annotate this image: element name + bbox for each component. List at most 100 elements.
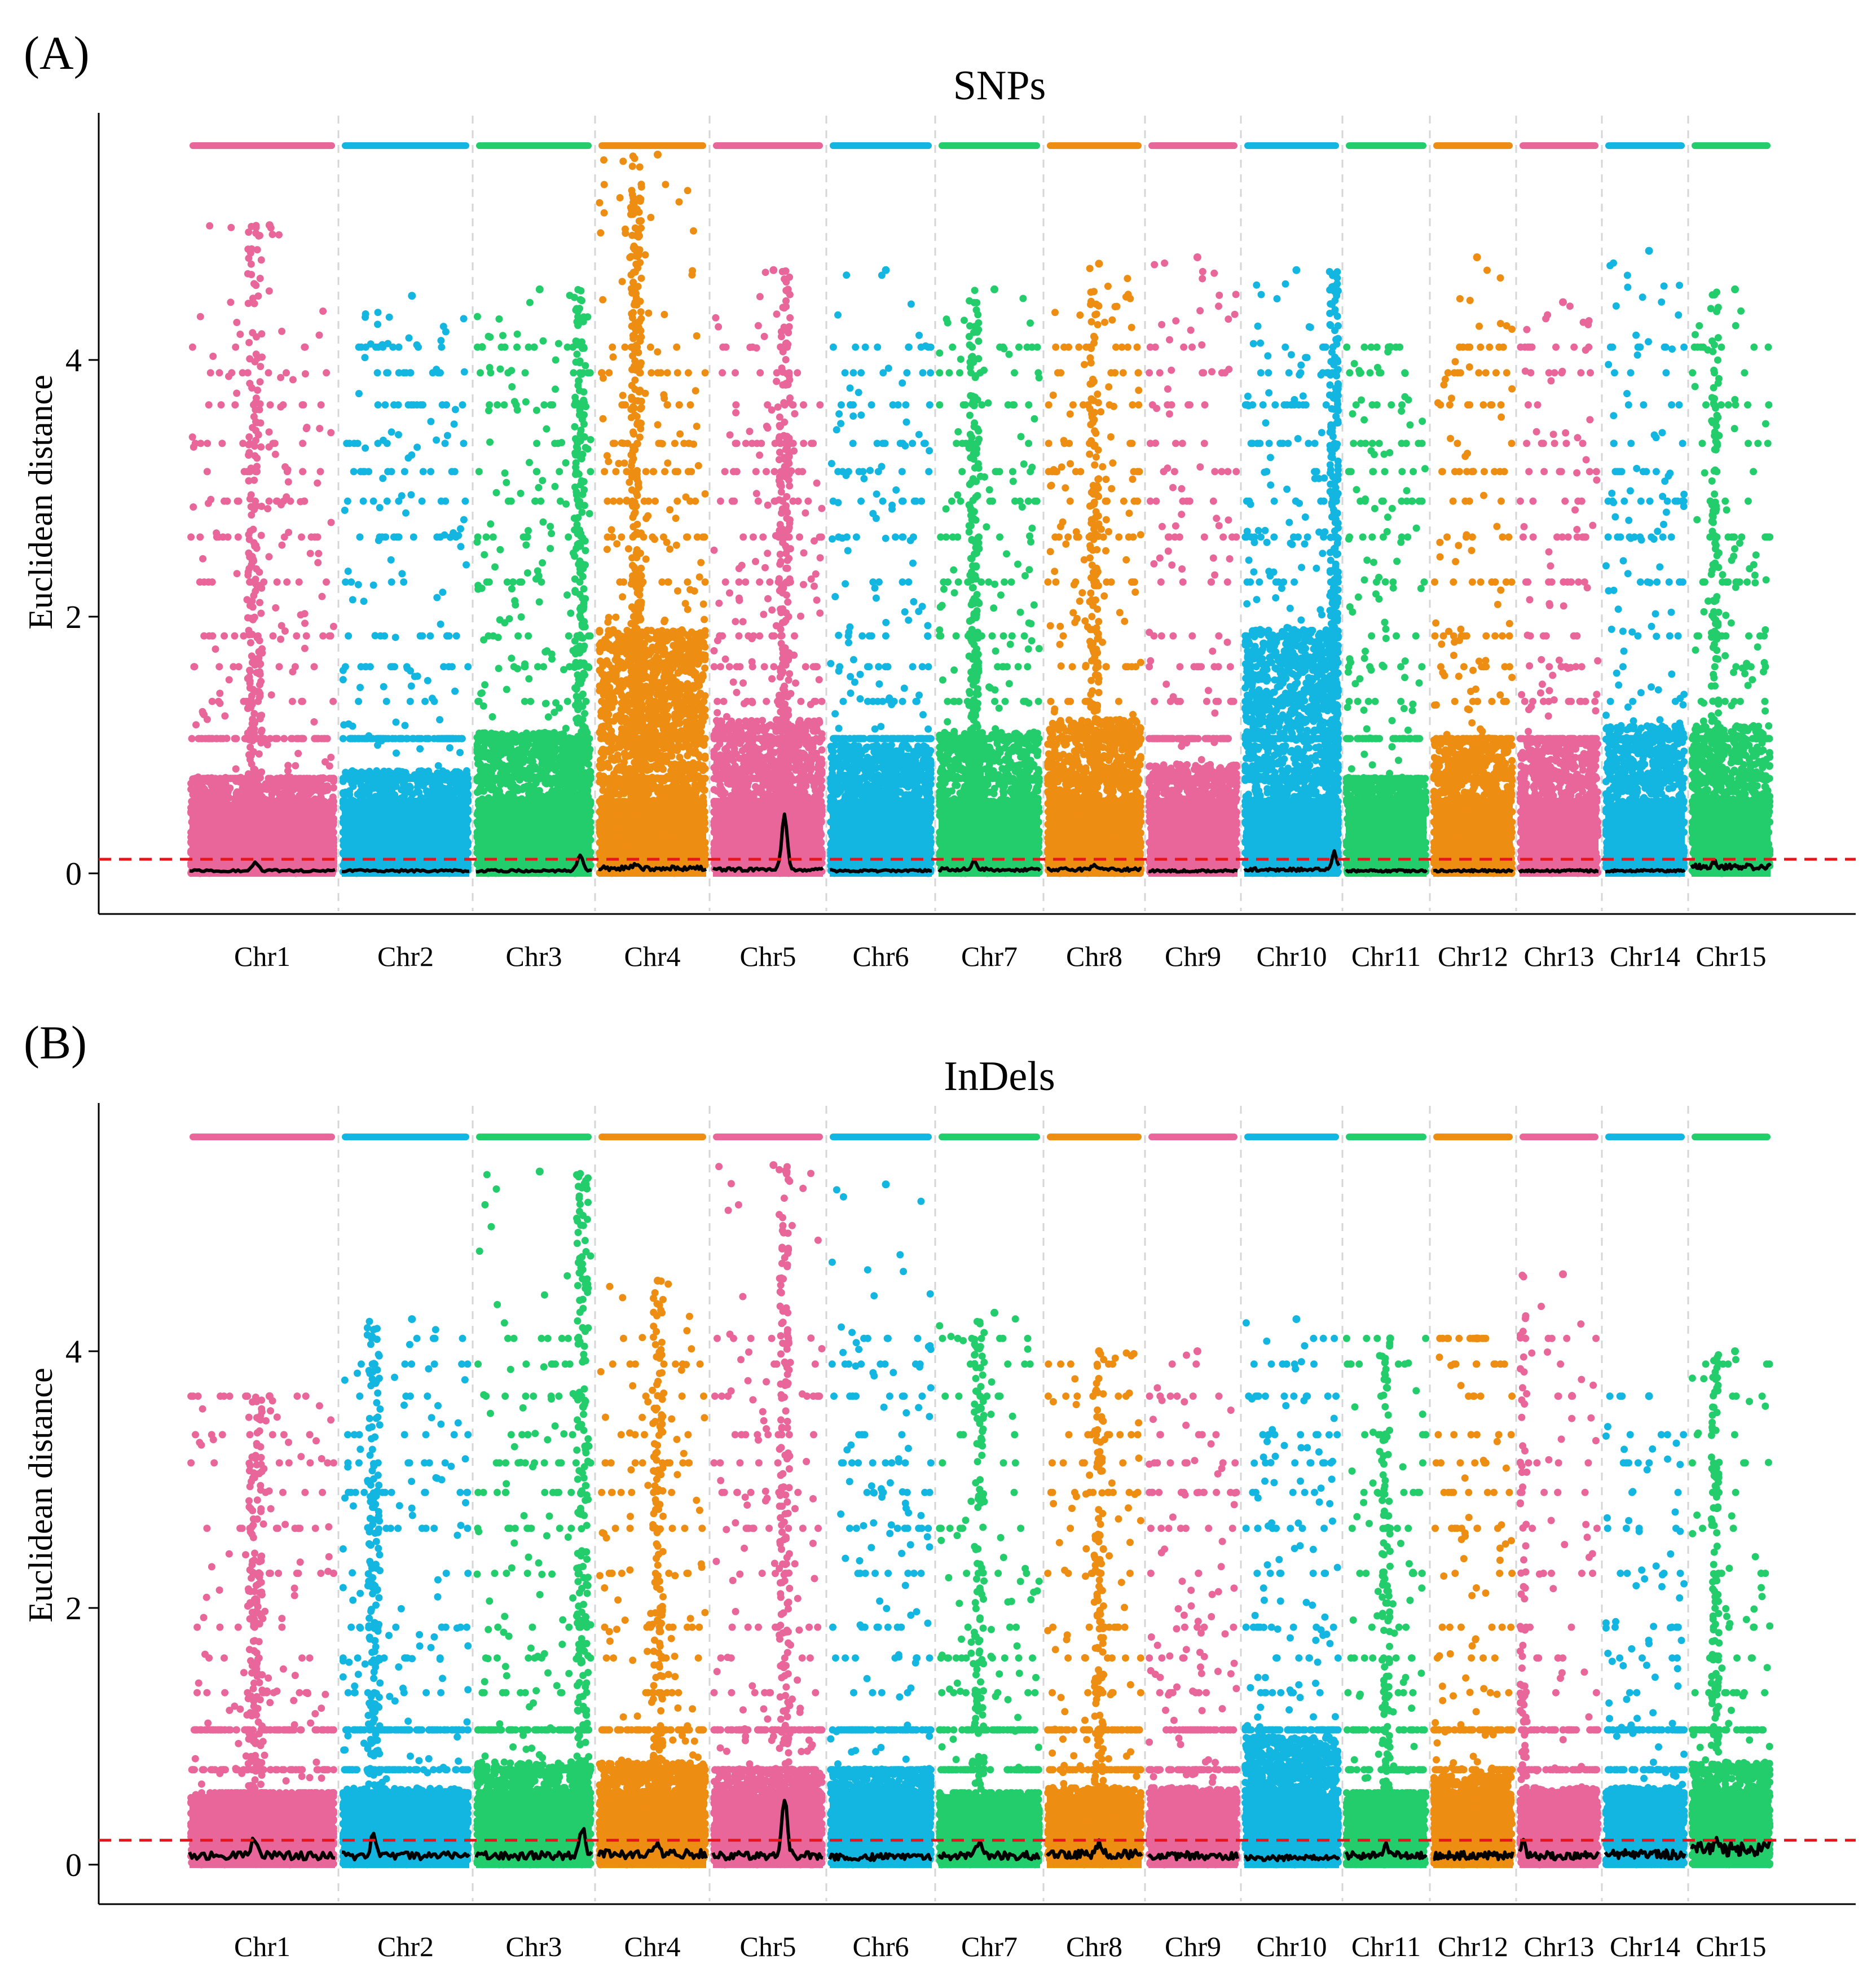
- data-point: [389, 343, 397, 351]
- data-point: [457, 525, 464, 533]
- data-point: [448, 773, 456, 780]
- data-point: [302, 425, 310, 433]
- data-point: [236, 331, 244, 338]
- data-point: [323, 578, 330, 586]
- data-point: [250, 784, 258, 792]
- data-point: [314, 808, 322, 816]
- data-point: [339, 803, 347, 811]
- data-point: [250, 442, 258, 450]
- data-point: [422, 828, 430, 836]
- data-point: [274, 735, 281, 742]
- data-point: [252, 580, 259, 588]
- data-point: [254, 431, 262, 439]
- data-point: [256, 406, 263, 414]
- data-point: [357, 663, 365, 671]
- data-point: [322, 812, 330, 820]
- data-point: [444, 789, 452, 797]
- data-point: [398, 570, 406, 578]
- data-point: [359, 497, 367, 505]
- data-point: [253, 419, 261, 427]
- data-point: [325, 632, 333, 640]
- data-point: [439, 323, 447, 331]
- data-point: [265, 497, 273, 505]
- data-point: [243, 843, 251, 851]
- data-point: [232, 765, 240, 773]
- data-point: [246, 726, 254, 733]
- data-point: [216, 841, 224, 849]
- data-point: [408, 862, 416, 869]
- top-band-chr1: [190, 142, 335, 150]
- data-point: [292, 850, 300, 858]
- data-point: [329, 849, 337, 857]
- data-point: [235, 805, 243, 813]
- data-point: [246, 639, 254, 647]
- data-point: [441, 440, 449, 447]
- data-point: [314, 559, 322, 566]
- data-point: [196, 313, 204, 320]
- data-point: [273, 578, 281, 586]
- data-point: [286, 784, 294, 792]
- data-point: [227, 298, 235, 306]
- data-point: [278, 818, 286, 826]
- data-point: [463, 561, 470, 569]
- data-point: [383, 497, 391, 505]
- data-point: [256, 661, 264, 669]
- data-points: [187, 142, 1774, 877]
- data-point: [227, 223, 235, 231]
- data-point: [284, 767, 292, 775]
- data-point: [283, 578, 291, 586]
- data-point: [433, 804, 441, 812]
- data-point: [284, 762, 292, 770]
- data-point: [250, 557, 258, 565]
- data-point: [389, 735, 397, 742]
- data-point: [381, 632, 389, 640]
- data-point: [188, 433, 196, 441]
- data-point: [324, 803, 332, 811]
- data-point: [560, 666, 567, 674]
- data-point: [248, 511, 256, 519]
- data-point: [215, 533, 223, 541]
- data-point: [310, 718, 318, 726]
- data-point: [395, 431, 402, 438]
- data-point: [223, 497, 231, 505]
- data-point: [251, 452, 259, 460]
- data-point: [405, 334, 413, 342]
- data-point: [342, 788, 349, 796]
- data-point: [420, 798, 428, 806]
- data-point: [254, 805, 262, 813]
- data-point: [215, 369, 223, 377]
- data-point: [437, 830, 444, 838]
- data-point: [539, 559, 547, 567]
- data-point: [264, 505, 272, 513]
- data-point: [552, 385, 559, 393]
- data-point: [460, 368, 468, 376]
- data-point: [315, 550, 323, 557]
- data-point: [235, 775, 243, 783]
- data-point: [252, 502, 260, 510]
- data-point: [409, 735, 417, 742]
- data-point: [231, 822, 239, 830]
- data-point: [217, 401, 225, 409]
- data-point: [256, 837, 264, 845]
- data-point: [317, 401, 325, 409]
- data-point: [587, 468, 594, 476]
- data-point: [277, 635, 285, 643]
- data-point: [284, 478, 292, 486]
- data-point: [194, 781, 202, 789]
- data-point: [244, 270, 252, 278]
- data-point: [250, 798, 258, 806]
- data-point: [250, 413, 258, 420]
- data-point: [356, 533, 364, 541]
- data-point: [199, 798, 207, 806]
- data-point: [258, 734, 266, 742]
- data-point: [463, 770, 471, 778]
- data-point: [204, 499, 212, 507]
- data-point: [427, 418, 435, 425]
- data-point: [376, 797, 384, 805]
- data-point: [542, 700, 550, 707]
- data-point: [377, 838, 385, 846]
- data-point: [477, 369, 484, 377]
- data-point: [271, 450, 279, 458]
- data-point: [402, 837, 410, 845]
- data-point: [190, 443, 197, 451]
